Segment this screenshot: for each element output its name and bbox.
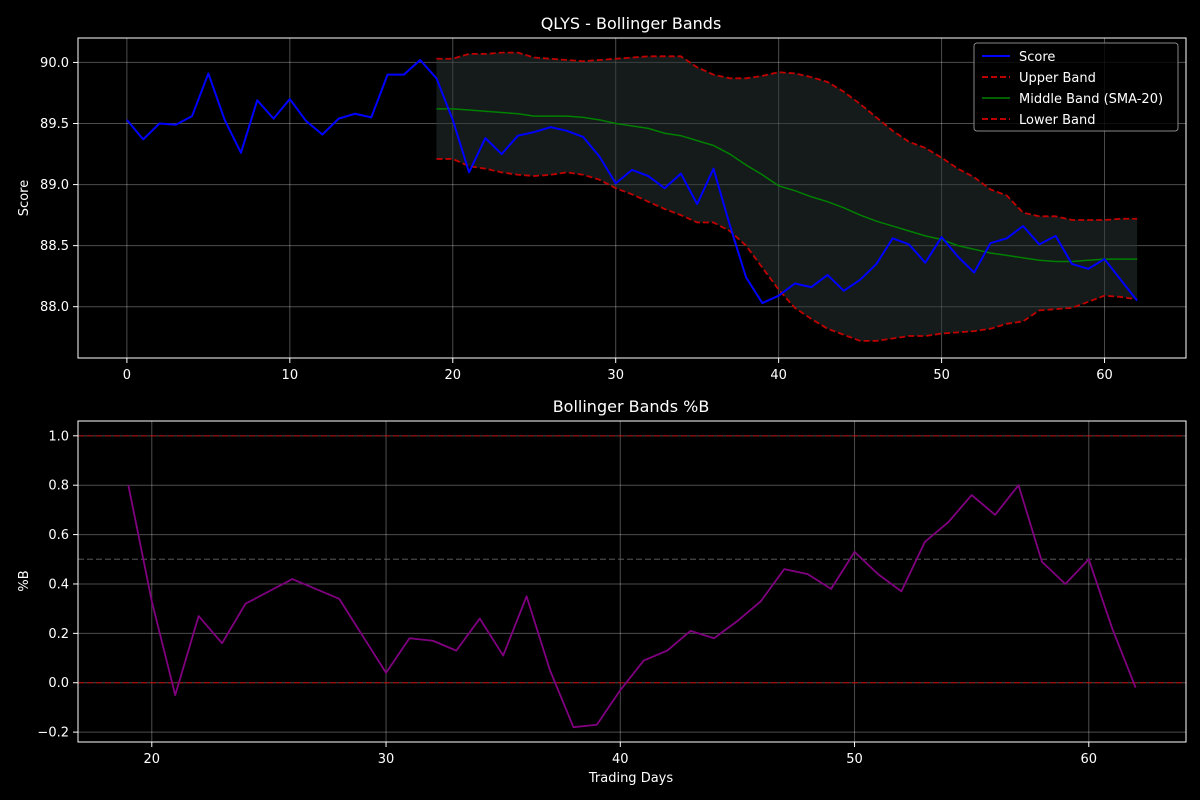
top-chart-x-tick-label: 40 (770, 368, 787, 383)
top-chart-x-tick-label: 0 (123, 368, 131, 383)
top-chart-y-tick-label: 88.5 (40, 239, 69, 254)
bottom-chart-grid (78, 421, 1186, 742)
top-chart-ticks: 0 10 20 30 40 50 60 88.0 88.5 89.0 89.5 90.0 (40, 56, 1113, 383)
bottom-chart-x-tick-label: 30 (378, 752, 395, 767)
upper-band-line (436, 51, 1138, 221)
bottom-chart-y-tick-label: 0.4 (48, 577, 69, 592)
lower-band-line (436, 158, 1138, 342)
top-chart-y-tick-label: 90.0 (40, 56, 69, 71)
top-chart-legend: Score Upper Band Middle Band (SMA-20) Lo… (973, 42, 1179, 132)
bottom-chart-y-tick-label: 0.8 (48, 479, 69, 494)
bottom-chart-y-tick-label: 0.2 (48, 627, 69, 642)
top-chart-y-tick-label: 89.5 (40, 117, 69, 132)
top-chart-band-area (436, 52, 1138, 341)
legend-box (973, 42, 1179, 132)
top-chart-x-tick-label: 50 (933, 368, 950, 383)
bottom-chart-x-tick-label: 20 (144, 752, 161, 767)
bollinger-bands-chart: QLYS - Bollinger Bands Score 0 10 20 30 40 50… (17, 14, 1187, 383)
bottom-chart-frame (77, 420, 1187, 743)
bottom-chart-reference-lines (78, 435, 1186, 684)
bottom-chart-title: Bollinger Bands %B (553, 397, 710, 416)
bottom-chart-y-axis-label: %B (17, 570, 32, 591)
bottom-chart-y-tick-label: 0.6 (48, 528, 69, 543)
top-chart-frame (77, 37, 1187, 359)
top-chart-title: QLYS - Bollinger Bands (541, 14, 722, 33)
legend-label-score: Score (1019, 50, 1055, 65)
legend-label-middle: Middle Band (SMA-20) (1019, 92, 1163, 107)
top-chart-series (126, 51, 1138, 342)
bottom-chart-ticks: 20 30 40 50 60 −0.2 0.0 0.2 0.4 0.6 0.8 1.0 (37, 429, 1097, 767)
bottom-chart-x-tick-label: 40 (612, 752, 629, 767)
bottom-chart-x-axis-label: Trading Days (588, 771, 673, 786)
top-chart-x-tick-label: 30 (607, 368, 624, 383)
top-chart-y-axis-label: Score (17, 180, 32, 216)
bottom-chart-x-tick-label: 50 (846, 752, 863, 767)
top-chart-y-tick-label: 89.0 (40, 178, 69, 193)
bottom-chart-y-tick-label: −0.2 (37, 726, 69, 741)
legend-label-upper: Upper Band (1019, 71, 1096, 86)
bottom-chart-y-tick-label: 1.0 (48, 429, 69, 444)
bottom-chart-y-tick-label: 0.0 (48, 676, 69, 691)
bottom-chart-x-tick-label: 60 (1081, 752, 1098, 767)
top-chart-y-tick-label: 88.0 (40, 300, 69, 315)
top-chart-x-tick-label: 60 (1096, 368, 1113, 383)
middle-band-line (436, 108, 1138, 263)
score-line (126, 58, 1138, 305)
bottom-chart-series (127, 484, 1137, 729)
top-chart-x-tick-label: 20 (444, 368, 461, 383)
percent-b-line (127, 484, 1137, 729)
percent-b-chart: Bollinger Bands %B %B Trading Days 20 30 4… (17, 397, 1187, 786)
legend-label-lower: Lower Band (1019, 113, 1095, 128)
band-fill-area (436, 52, 1138, 341)
top-chart-x-tick-label: 10 (282, 368, 299, 383)
